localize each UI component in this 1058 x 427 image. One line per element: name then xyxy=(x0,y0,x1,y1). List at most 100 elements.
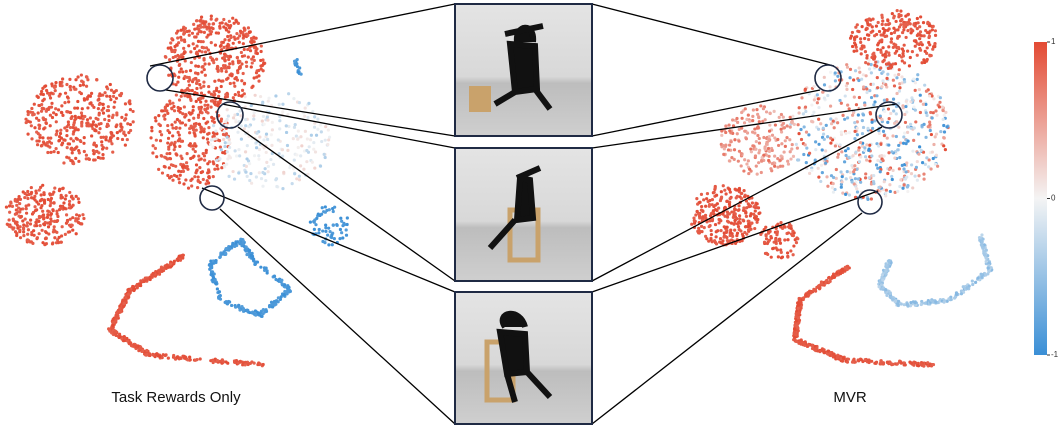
point xyxy=(868,159,871,162)
point xyxy=(46,144,49,147)
point xyxy=(333,237,336,240)
point xyxy=(185,70,188,73)
point xyxy=(200,70,203,73)
point xyxy=(881,54,884,57)
point xyxy=(863,104,866,107)
point xyxy=(883,180,886,183)
point xyxy=(828,85,831,88)
point xyxy=(974,281,977,284)
point xyxy=(163,118,166,121)
point xyxy=(50,212,53,215)
point xyxy=(200,157,203,160)
point xyxy=(922,103,925,106)
point xyxy=(42,127,45,130)
point xyxy=(832,352,835,355)
point xyxy=(811,120,814,123)
point xyxy=(102,107,105,110)
point xyxy=(780,142,783,145)
point xyxy=(61,77,64,80)
point xyxy=(311,161,314,164)
point xyxy=(260,177,263,180)
point xyxy=(234,306,237,309)
point xyxy=(876,48,879,51)
point xyxy=(866,27,869,30)
point xyxy=(726,215,729,218)
point xyxy=(185,161,188,164)
point xyxy=(916,27,919,30)
point xyxy=(37,96,40,99)
point xyxy=(107,115,110,118)
point xyxy=(222,18,225,21)
point xyxy=(753,127,756,130)
point xyxy=(748,204,751,207)
point xyxy=(207,23,210,26)
point xyxy=(966,286,969,289)
point xyxy=(313,228,316,231)
point xyxy=(341,224,344,227)
point xyxy=(293,126,296,129)
point xyxy=(702,198,705,201)
point xyxy=(733,138,736,141)
point xyxy=(318,228,321,231)
point xyxy=(769,167,772,170)
point xyxy=(103,91,106,94)
point xyxy=(118,307,121,310)
point xyxy=(248,249,251,252)
point xyxy=(193,47,196,50)
point xyxy=(317,231,320,234)
point xyxy=(260,44,263,47)
point xyxy=(212,22,215,25)
point xyxy=(892,79,895,82)
point xyxy=(120,116,123,119)
point xyxy=(797,111,800,114)
point xyxy=(65,129,68,132)
point xyxy=(906,131,909,134)
point xyxy=(704,205,707,208)
point xyxy=(86,118,89,121)
point xyxy=(776,248,779,251)
point xyxy=(936,165,939,168)
point xyxy=(62,161,65,164)
point xyxy=(46,141,49,144)
point xyxy=(980,233,983,236)
point xyxy=(112,91,115,94)
point xyxy=(729,190,732,193)
point xyxy=(22,223,25,226)
point xyxy=(332,210,335,213)
point xyxy=(53,225,56,228)
point xyxy=(62,201,65,204)
point xyxy=(250,182,253,185)
point xyxy=(701,210,704,213)
point xyxy=(799,307,802,310)
point xyxy=(119,310,122,313)
point xyxy=(827,281,830,284)
point xyxy=(878,39,881,42)
point xyxy=(9,202,12,205)
point xyxy=(242,34,245,37)
point xyxy=(257,154,260,157)
point xyxy=(237,22,240,25)
point xyxy=(26,233,29,236)
point xyxy=(865,74,868,77)
point xyxy=(159,130,162,133)
point xyxy=(217,69,220,72)
point xyxy=(8,211,11,214)
point xyxy=(315,134,318,137)
point xyxy=(723,189,726,192)
point xyxy=(26,197,29,200)
point xyxy=(897,126,900,129)
point xyxy=(700,205,703,208)
point xyxy=(44,121,47,124)
point xyxy=(42,116,45,119)
point xyxy=(188,111,191,114)
point xyxy=(731,118,734,121)
point xyxy=(868,144,871,147)
point xyxy=(164,354,167,357)
point xyxy=(740,164,743,167)
point xyxy=(75,213,78,216)
point xyxy=(195,27,198,30)
point xyxy=(798,298,801,301)
point xyxy=(124,102,127,105)
point xyxy=(932,157,935,160)
point xyxy=(720,241,723,244)
